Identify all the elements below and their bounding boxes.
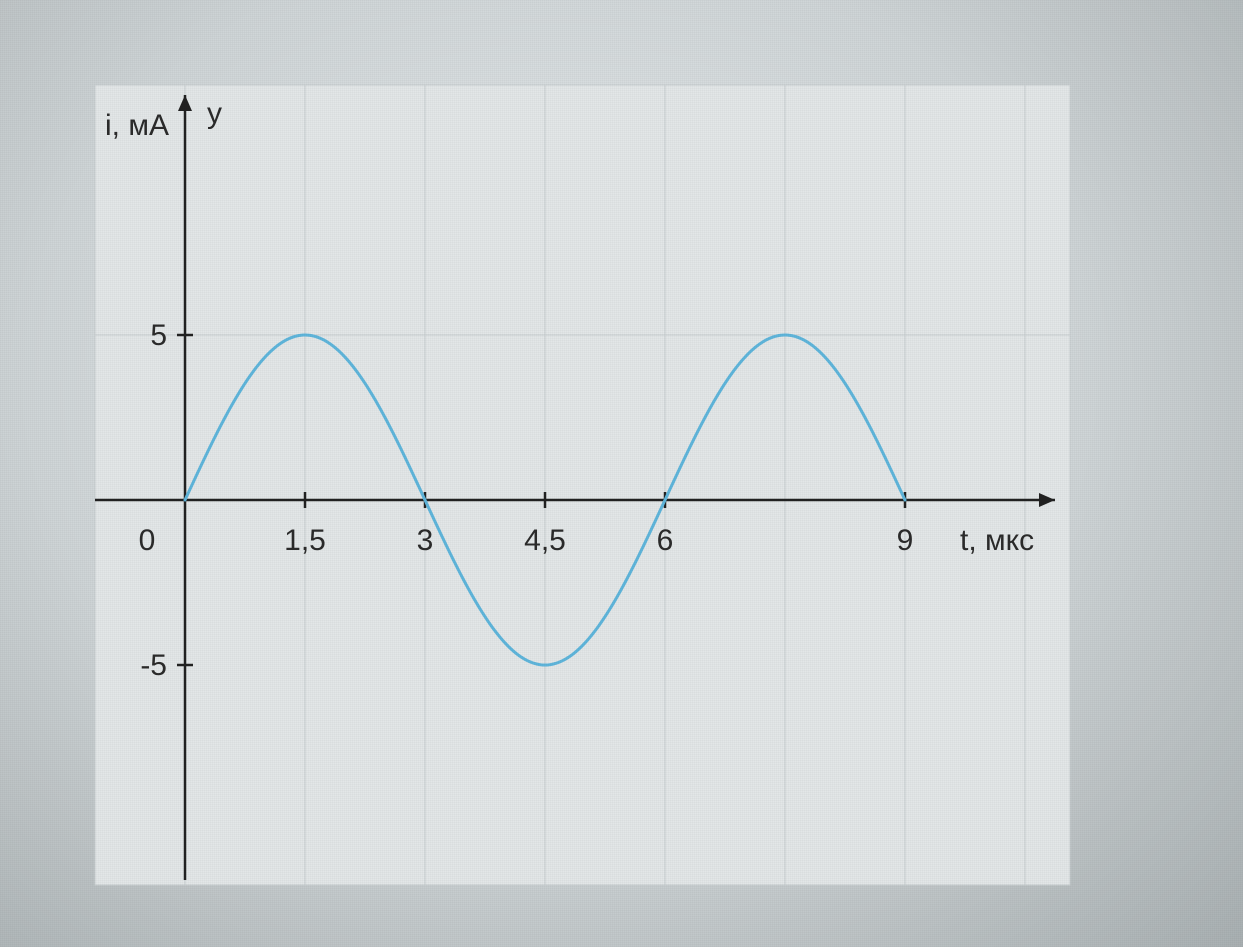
x-axis-unit-label: t, мкс [960,524,1034,557]
x-tick-label: 3 [417,524,434,557]
x-tick-label: 0 [139,524,156,557]
x-tick-label: 6 [657,524,674,557]
y-axis-unit-label: i, мА [105,109,169,142]
x-tick-label: 4,5 [524,524,566,557]
screen-frame: 0 1,5 3 4,5 6 9 5 -5 i, мА y t, мкс [0,0,1243,947]
y-tick-label: 5 [150,319,167,352]
chart-container: 0 1,5 3 4,5 6 9 5 -5 i, мА y t, мкс [90,80,1075,890]
x-tick-label: 1,5 [284,524,326,557]
y-tick-label: -5 [140,649,167,682]
x-tick-label: 9 [897,524,914,557]
plot-background [95,85,1070,885]
y-axis-top-label: y [207,97,222,130]
chart-svg: 0 1,5 3 4,5 6 9 5 -5 i, мА y t, мкс [90,80,1075,890]
